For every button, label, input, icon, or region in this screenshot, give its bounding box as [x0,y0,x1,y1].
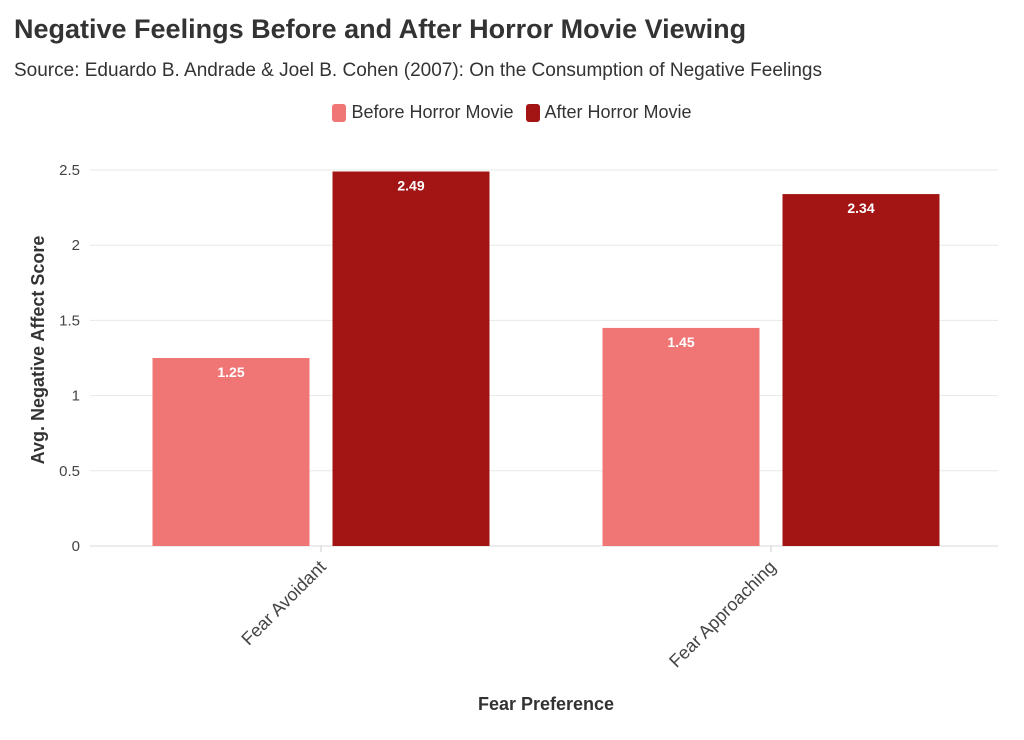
y-axis-ticks: 0 0.5 1 1.5 2 2.5 [59,162,80,555]
legend-swatch-before [332,103,347,122]
chart-title: Negative Feelings Before and After Horro… [14,14,747,44]
y-tick-label: 1.5 [59,312,80,329]
y-tick-label: 2.5 [59,162,80,179]
bar[interactable] [152,358,310,546]
bar[interactable] [782,194,940,546]
legend: Before Horror Movie After Horror Movie [0,102,1024,123]
y-axis-title: Avg. Negative Affect Score [28,236,48,465]
y-tick-label: 0 [72,538,80,555]
legend-swatch-after [525,103,540,122]
bar-value-label: 2.49 [397,178,424,194]
x-tick-label: Fear Avoidant [237,557,329,649]
bar-value-label: 1.25 [217,364,244,380]
x-tick-label: Fear Approaching [665,557,780,672]
bars: 1.25 2.49 1.45 2.34 [152,171,940,546]
legend-label-after: After Horror Movie [544,102,692,122]
legend-item-after[interactable]: After Horror Movie [525,102,692,123]
bar[interactable] [602,327,760,546]
x-axis-ticks: Fear Avoidant Fear Approaching [237,546,780,672]
y-tick-label: 0.5 [59,463,80,480]
x-axis-title: Fear Preference [478,694,614,714]
bar-value-label: 2.34 [847,200,874,216]
bar-value-label: 1.45 [667,334,694,350]
chart-subtitle: Source: Eduardo B. Andrade & Joel B. Coh… [14,60,822,81]
bar[interactable] [332,171,490,546]
y-tick-label: 1 [72,388,80,405]
legend-item-before[interactable]: Before Horror Movie [332,102,514,123]
y-tick-label: 2 [72,237,80,254]
legend-label-before: Before Horror Movie [351,102,514,122]
